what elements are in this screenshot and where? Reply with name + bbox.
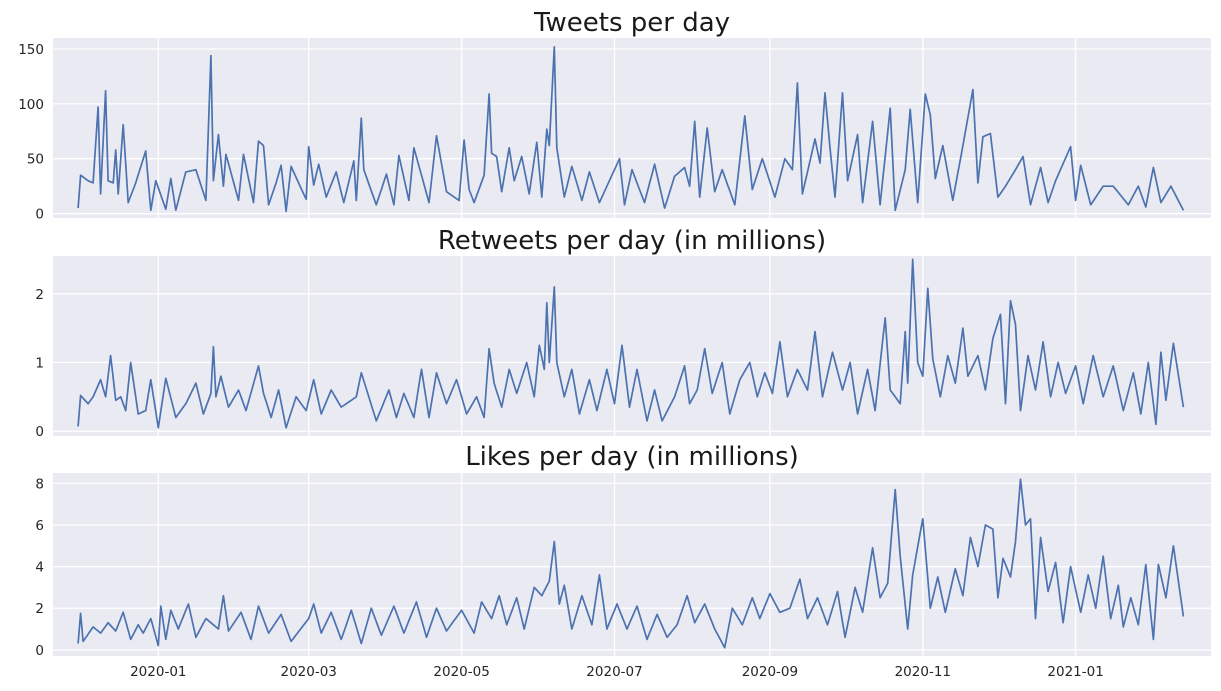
retweets-line <box>77 258 1185 429</box>
retweets-y-tick-label: 2 <box>35 287 44 303</box>
x-tick-label: 2020-11 <box>895 664 951 680</box>
retweets-chart-title: Retweets per day (in millions) <box>438 226 826 256</box>
x-tick-label: 2020-01 <box>130 664 186 680</box>
retweets-plot-area <box>53 256 1211 436</box>
retweets-y-tick-label: 1 <box>35 356 44 372</box>
subplot-retweets: 0 1 2 Retweets per day (in millions) <box>35 226 1211 440</box>
tweets-y-tick-label: 100 <box>18 97 44 113</box>
tweets-chart-title: Tweets per day <box>533 8 730 38</box>
retweets-y-tick-label: 0 <box>35 424 44 440</box>
tweets-plot-area <box>53 38 1211 218</box>
subplot-tweets: 0 50 100 150 Tweets per day <box>18 8 1211 223</box>
likes-y-tick-label: 0 <box>35 643 44 659</box>
subplot-likes: 0 2 4 6 8 Likes per day (in millions) <box>35 442 1211 659</box>
likes-chart-title: Likes per day (in millions) <box>465 442 799 472</box>
tweets-gridlines <box>53 38 1211 218</box>
tweets-y-tick-label: 0 <box>35 207 44 223</box>
retweets-series <box>77 258 1185 429</box>
likes-y-ticks: 0 2 4 6 8 <box>35 476 44 658</box>
likes-gridlines <box>53 473 1211 656</box>
likes-y-tick-label: 8 <box>35 476 44 492</box>
likes-plot-area <box>53 473 1211 656</box>
x-tick-label: 2020-05 <box>433 664 489 680</box>
likes-line <box>77 478 1185 649</box>
tweets-y-tick-label: 150 <box>18 42 44 58</box>
x-tick-label: 2020-03 <box>280 664 336 680</box>
x-tick-label: 2020-07 <box>586 664 642 680</box>
x-tick-label: 2021-01 <box>1047 664 1103 680</box>
x-axis-ticks: 2020-01 2020-03 2020-05 2020-07 2020-09 2020-… <box>130 664 1104 680</box>
retweets-y-ticks: 0 1 2 <box>35 287 44 440</box>
tweets-series <box>77 45 1185 213</box>
tweets-line <box>77 45 1185 213</box>
x-tick-label: 2020-09 <box>742 664 798 680</box>
likes-y-tick-label: 6 <box>35 518 44 534</box>
retweets-gridlines <box>53 256 1211 436</box>
tweets-y-ticks: 0 50 100 150 <box>18 42 44 223</box>
likes-y-tick-label: 2 <box>35 601 44 617</box>
likes-y-tick-label: 4 <box>35 560 44 576</box>
likes-series <box>77 478 1185 649</box>
tweets-y-tick-label: 50 <box>27 152 44 168</box>
